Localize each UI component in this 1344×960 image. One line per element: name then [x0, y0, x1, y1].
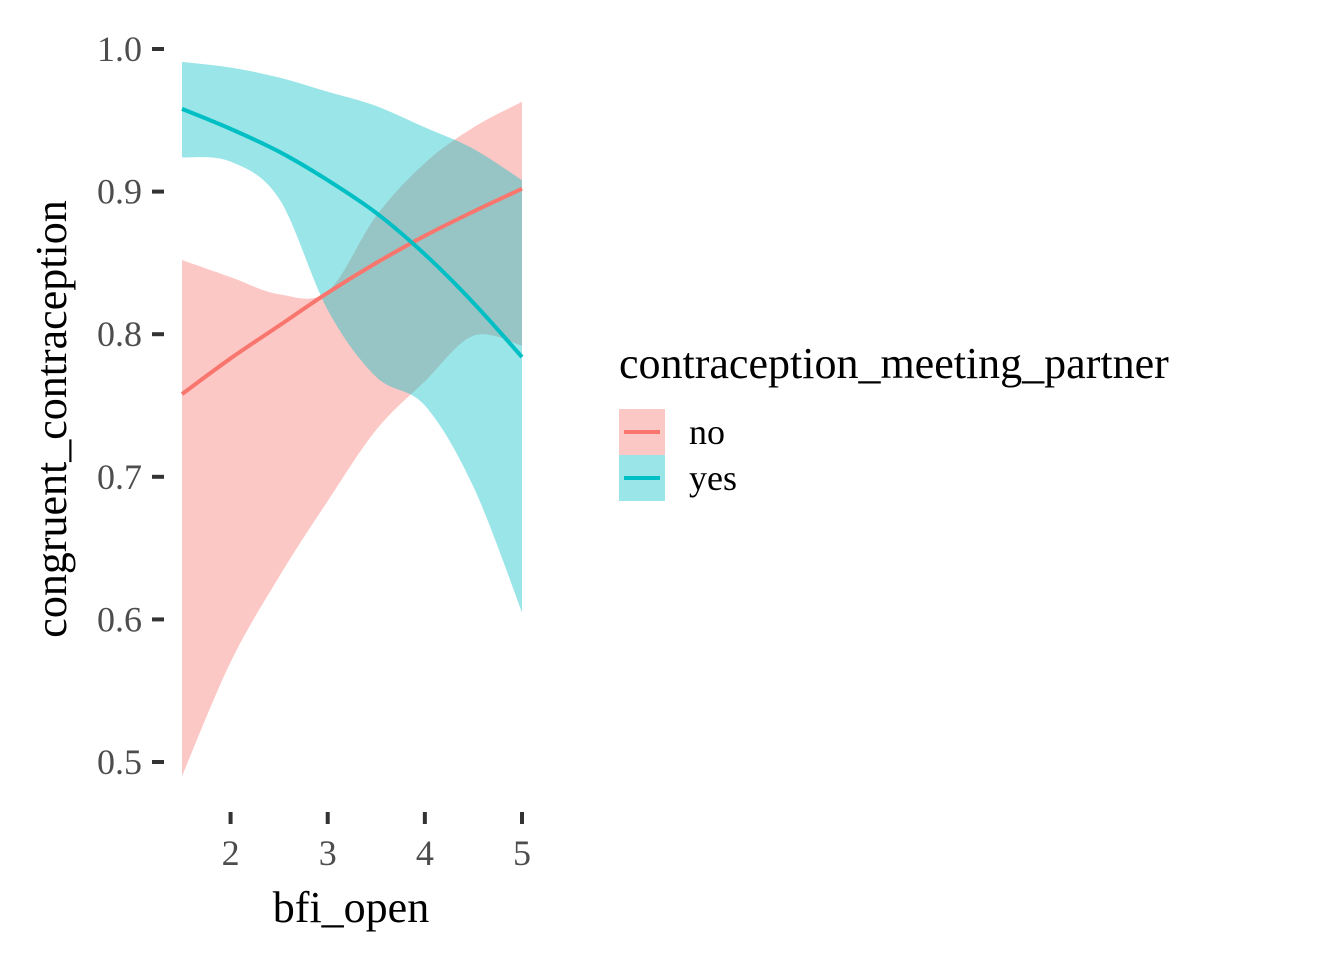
band-yes: [182, 61, 522, 613]
y-tick-label: 0.7: [97, 457, 142, 497]
y-tick-label: 0.5: [97, 742, 142, 782]
line-no: [180, 186, 523, 396]
y-tick-label: 0.8: [97, 314, 142, 354]
y-tick-label: 1.0: [97, 29, 142, 69]
legend-label-no: no: [689, 412, 725, 452]
legend: contraception_meeting_partner no yes: [619, 339, 1169, 501]
x-axis-title: bfi_open: [273, 883, 429, 932]
x-tick-label: 3: [319, 833, 337, 873]
line-yes: [181, 107, 524, 359]
band-no: [182, 101, 522, 777]
legend-title: contraception_meeting_partner: [619, 339, 1169, 388]
legend-label-yes: yes: [689, 458, 737, 498]
y-tick-label: 0.6: [97, 599, 142, 639]
x-tick-label: 4: [416, 833, 434, 873]
y-tick-label: 0.9: [97, 172, 142, 212]
series-lines: [180, 107, 524, 396]
confidence-bands: [182, 61, 522, 777]
x-tick-label: 5: [513, 833, 531, 873]
y-axis-title: congruent_contraception: [27, 200, 76, 637]
x-tick-label: 2: [222, 833, 240, 873]
y-axis: 0.5 0.6 0.7 0.8 0.9 1.0: [97, 29, 164, 782]
x-axis: 2 3 4 5: [222, 812, 531, 873]
